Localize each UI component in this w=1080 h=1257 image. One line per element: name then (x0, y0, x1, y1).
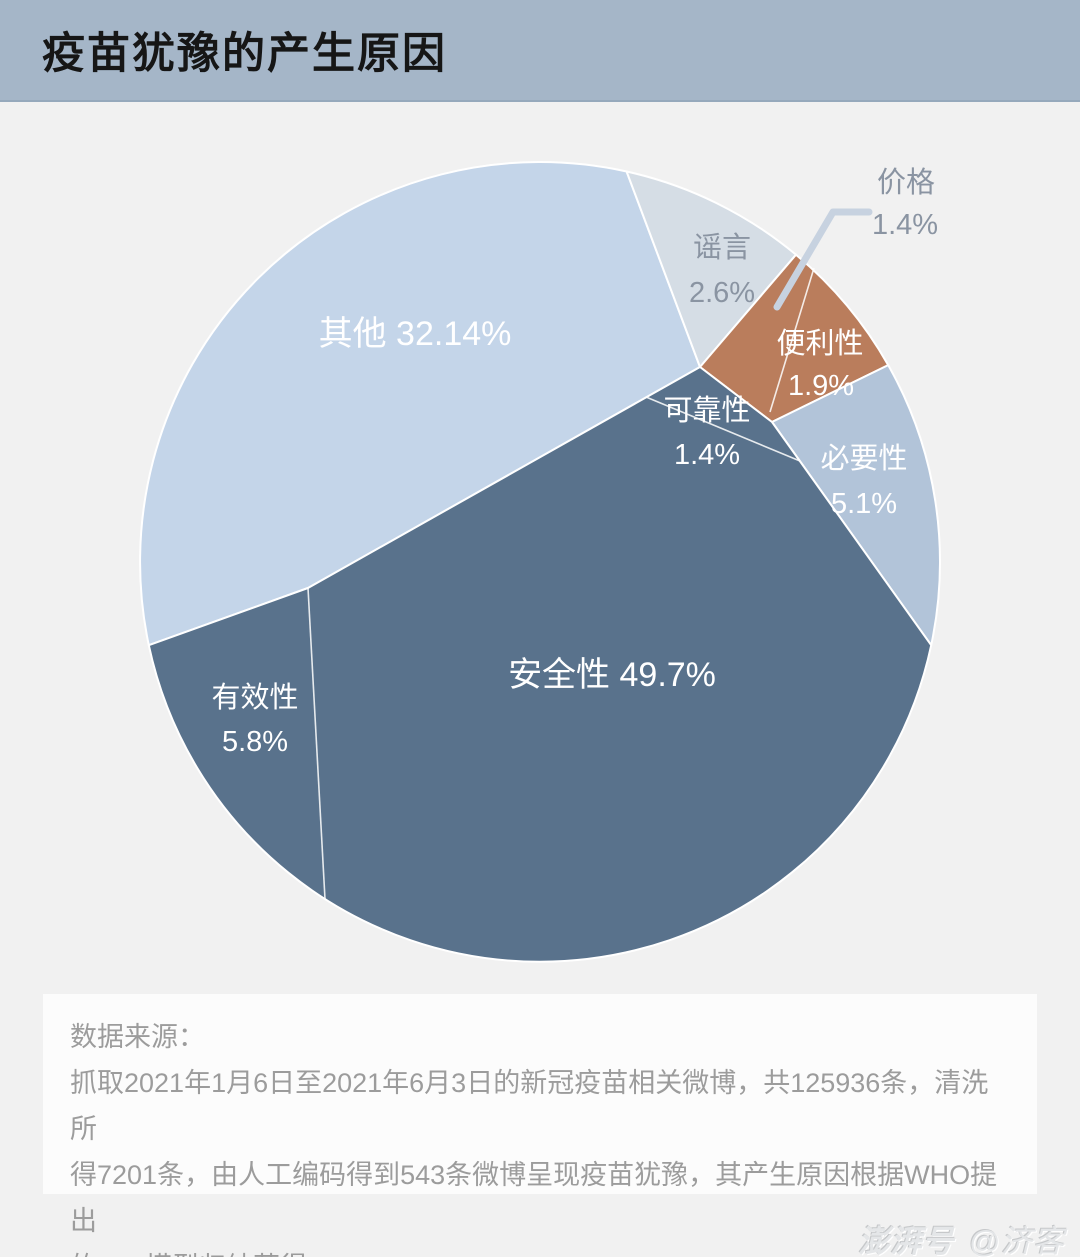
label-biyaoxing-pct: 5.1% (831, 488, 897, 520)
header-bar: 疫苗犹豫的产生原因 (0, 0, 1080, 102)
data-source-line-2: 得7201条，由人工编码得到543条微博呈现疫苗犹豫，其产生原因根据WHO提出 (70, 1160, 998, 1236)
label-yaoyan: 谣言 (693, 231, 751, 264)
label-bianlixing-pct: 1.9% (788, 370, 854, 402)
jiage-leader-line (773, 208, 873, 311)
data-source-line-3: 的3Cs模型归纳获得 (70, 1244, 1011, 1257)
slice-biyaoxing (771, 364, 941, 647)
label-yaoyan-pct: 2.6% (689, 277, 755, 309)
slice-anquanxing (147, 366, 933, 963)
label-bianlixing: 便利性 (776, 327, 863, 360)
data-source-box: 数据来源： 抓取2021年1月6日至2021年6月3日的新冠疫苗相关微博，共12… (43, 994, 1037, 1257)
pie-chart: 其他 32.14% 安全性 49.7% 谣言 2.6% 价格 1.4% 便利性 … (0, 102, 1080, 992)
label-youxiaoxing-pct: 5.8% (222, 726, 288, 758)
label-youxiaoxing: 有效性 (211, 681, 298, 714)
watermark-brand-logo: 澎湃号 (858, 1224, 955, 1257)
label-kekaoxing-pct: 1.4% (674, 439, 740, 471)
data-source-line-1: 抓取2021年1月6日至2021年6月3日的新冠疫苗相关微博，共125936条，… (70, 1068, 989, 1144)
label-biyaoxing: 必要性 (820, 442, 907, 475)
label-qita: 其他 32.14% (319, 315, 512, 353)
label-anquanxing: 安全性 49.7% (508, 656, 716, 694)
slice-yaoyan (625, 170, 797, 368)
watermark: 澎湃号 @济客 (859, 1216, 1065, 1257)
data-source-title: 数据来源： (70, 1022, 205, 1052)
page-title: 疫苗犹豫的产生原因 (42, 30, 447, 78)
label-kekaoxing: 可靠性 (663, 394, 750, 427)
divider-kekaoxing-anquanxing (645, 396, 801, 462)
slice-jiage-bianlixing (699, 253, 890, 423)
divider-jiage-bianlixing (769, 267, 815, 413)
pie-chart-svg: 其他 32.14% 安全性 49.7% 谣言 2.6% 价格 1.4% 便利性 … (139, 161, 941, 963)
label-jiage: 价格 (877, 166, 935, 199)
label-jiage-pct: 1.4% (872, 209, 938, 241)
slice-qita (139, 161, 701, 647)
watermark-account: @济客 (968, 1224, 1065, 1257)
divider-youxiaoxing-anquanxing (307, 587, 326, 900)
